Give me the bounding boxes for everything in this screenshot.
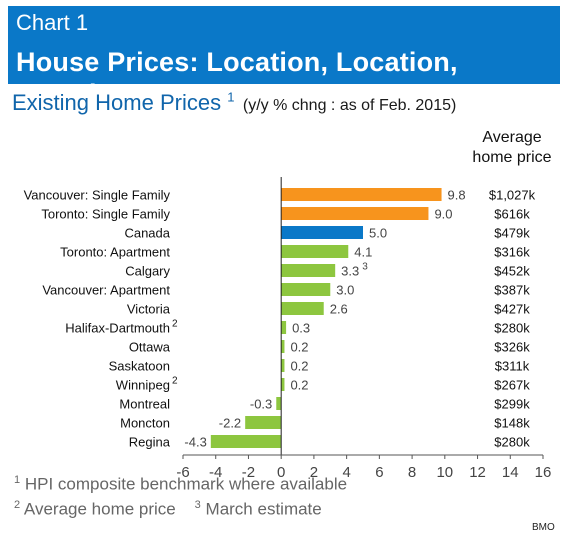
value-label-4: 3.3 3 [341,262,368,279]
value-label-7: 0.3 [292,321,310,336]
value-label-8: 0.2 [290,340,308,355]
x-tick-label-5: 4 [342,464,350,481]
x-tick-label-9: 12 [469,464,486,481]
x-tick-label-8: 10 [436,464,453,481]
footnote-text: Average home price [23,499,176,519]
footnote-2-3: 2 Average home price 3 March estimate [14,495,347,520]
footnote-marker: 2 [14,498,21,511]
chart-subtitle: Existing Home Prices 1 [12,90,234,115]
bar-8 [281,340,285,353]
value-label-10: 0.2 [290,378,308,393]
price-label-12: $148k [494,416,530,431]
value-label-3: 4.1 [354,245,372,260]
value-label-13: -4.3 [184,435,206,450]
value-label-9: 0.2 [290,359,308,374]
bar-9 [281,359,285,372]
category-label-11: Montreal [119,397,170,412]
bar-5 [281,283,331,296]
x-tick-label-2: -2 [242,464,255,481]
category-label-0: Vancouver: Single Family [24,188,171,203]
price-label-8: $326k [494,340,530,355]
footnote-text: HPI composite benchmark where available [24,474,348,494]
price-label-6: $427k [494,302,530,317]
bar-12 [245,416,282,429]
category-label-2: Canada [124,226,170,241]
value-label-2: 5.0 [369,226,387,241]
price-label-7: $280k [494,321,530,336]
category-footnote-10: 2 [172,376,178,387]
bar-0 [281,188,442,201]
bar-13 [210,435,282,448]
footnote-marker: 3 [194,498,201,511]
average-price-header-line2: home price [472,149,552,166]
average-price-header-line1: Average [482,129,542,146]
x-tick-label-1: -4 [209,464,222,481]
price-label-5: $387k [494,283,530,298]
category-label-5: Vancouver: Apartment [42,283,170,298]
bar-6 [281,302,324,315]
value-label-5: 3.0 [336,283,354,298]
category-label-6: Victoria [127,302,171,317]
subtitle-note: (y/y % chng : as of Feb. 2015) [242,97,457,115]
price-label-9: $311k [495,359,530,374]
footnote-text: March estimate [205,499,322,519]
subtitle-footnote-marker: 1 [227,90,235,105]
subtitle-row: Existing Home Prices 1 (y/y % chng : as … [12,90,456,116]
x-tick-label-7: 8 [408,464,416,481]
x-tick-label-10: 14 [502,464,519,481]
footnote-marker: 1 [14,474,21,486]
category-label-8: Ottawa [129,340,171,355]
category-footnote-7: 2 [172,319,178,330]
category-label-12: Moncton [120,416,170,431]
chart-title: House Prices: Location, Location, Locati… [16,47,458,109]
x-tick-label-0: -6 [176,464,189,481]
source-label: BMO [532,522,555,533]
value-label-11: -0.3 [250,397,272,412]
x-tick-label-3: 0 [277,464,285,481]
price-label-4: $452k [494,264,530,279]
bar-7 [281,321,287,334]
footnote-1: 1 HPI composite benchmark where availabl… [14,470,347,495]
value-label-0: 9.8 [448,188,466,203]
bar-4 [281,264,336,277]
x-tick-label-4: 2 [310,464,318,481]
price-label-2: $479k [494,226,530,241]
category-label-3: Toronto: Apartment [60,245,170,260]
bar-10 [281,378,285,391]
price-label-10: $267k [494,378,530,393]
bar-3 [281,245,349,258]
value-label-12: -2.2 [219,416,241,431]
chart-header: Chart 1 House Prices: Location, Location… [8,6,560,109]
footnotes: 1 HPI composite benchmark where availabl… [14,470,347,519]
value-label-1: 9.0 [434,207,452,222]
chart-number: Chart 1 [16,10,89,35]
x-tick-label-11: 16 [535,464,552,481]
category-label-9: Saskatoon [109,359,170,374]
price-label-0: $1,027k [489,188,536,203]
category-label-4: Calgary [125,264,170,279]
bar-2 [281,226,363,239]
category-label-1: Toronto: Single Family [41,207,170,222]
bar-11 [276,397,282,410]
price-label-13: $280k [494,435,530,450]
category-label-7: Halifax-Dartmouth [65,321,170,336]
price-label-3: $316k [494,245,530,260]
price-label-1: $616k [494,207,530,222]
subtitle-text: Existing Home Prices [12,90,222,116]
price-label-11: $299k [494,397,530,412]
bar-1 [281,207,429,220]
x-tick-label-6: 6 [375,464,383,481]
value-label-6: 2.6 [330,302,348,317]
category-label-13: Regina [129,435,171,450]
category-label-10: Winnipeg [116,378,170,393]
average-price-header: Average home price [462,128,562,168]
